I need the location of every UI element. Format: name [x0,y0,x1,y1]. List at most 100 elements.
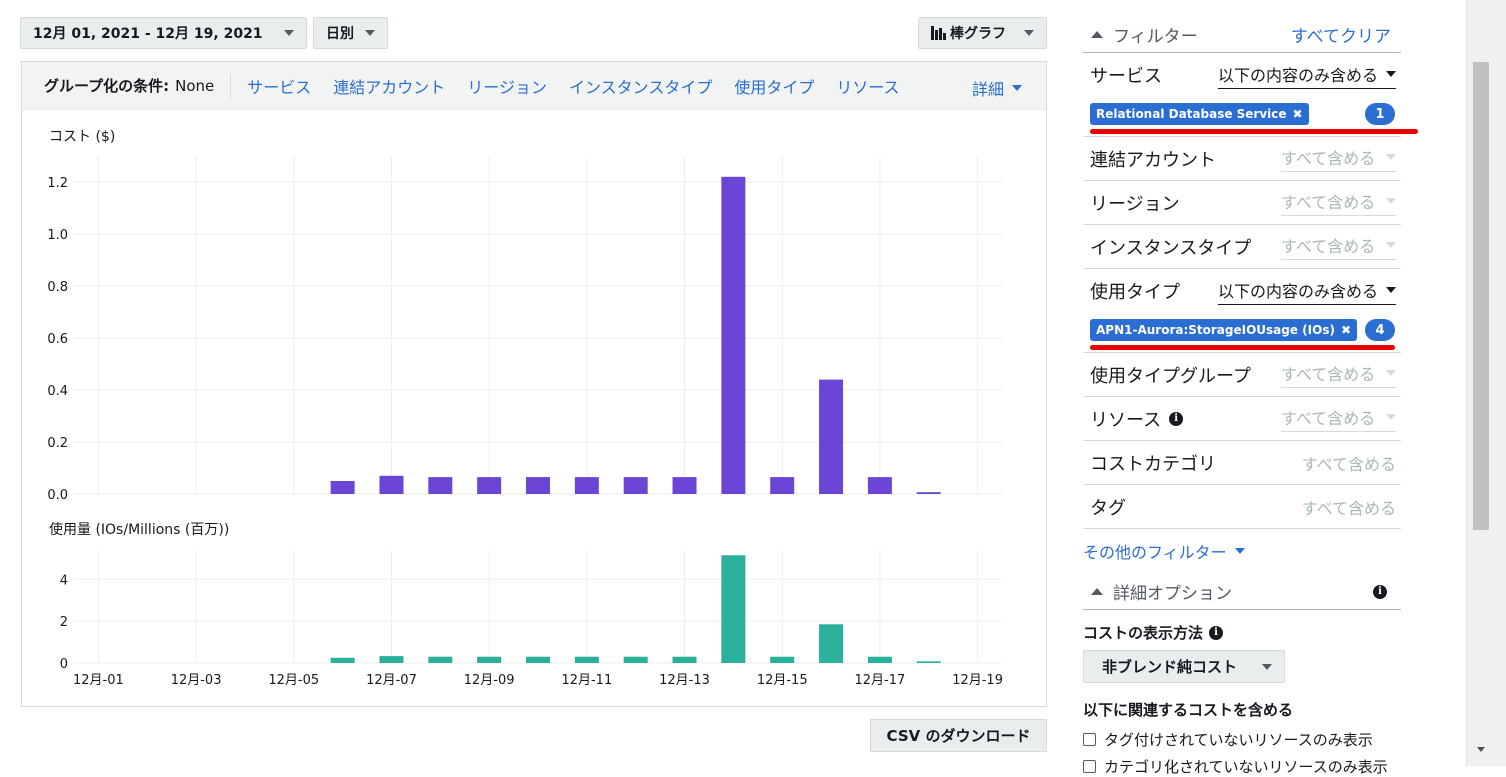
filter-mode-value: 以下の内容のみ含める [1218,65,1379,85]
scrollbar-thumb[interactable] [1473,62,1489,530]
filter-row-region: リージョン すべて含める [1083,181,1401,225]
bar [330,657,355,663]
group-by-usage-type[interactable]: 使用タイプ [734,77,815,97]
y-tick-label: 1.2 [47,176,68,191]
x-tick-label: 12月-03 [171,673,222,688]
filter-mode-value: すべて含める [1281,149,1376,168]
more-filters-button[interactable]: その他のフィルター [1083,539,1401,563]
checkbox[interactable] [1083,733,1096,746]
chevron-down-icon [1386,242,1396,248]
group-by-region[interactable]: リージョン [467,77,547,97]
bar [477,477,502,494]
filter-label: リソース [1090,409,1162,431]
bar [819,379,844,494]
bar [330,481,355,494]
remove-icon[interactable]: ✖ [1340,323,1352,337]
filter-count-badge: 4 [1365,319,1395,341]
info-icon[interactable]: i [1169,411,1184,426]
granularity-button[interactable]: 日別 [313,17,388,49]
chevron-down-icon [1386,198,1396,204]
checkbox-label: タグ付けされていないリソースのみ表示 [1104,731,1373,749]
x-tick-label: 12月-05 [268,673,319,688]
filter-mode-value: すべて含める [1281,409,1376,428]
bar [623,477,648,494]
x-tick-label: 12月-01 [73,673,124,688]
filters-title: フィルター [1113,27,1198,47]
divider [230,73,232,98]
group-by-more-button[interactable]: 詳細 [972,76,1022,100]
filter-row-usage-type: 使用タイプ 以下の内容のみ含める [1083,269,1401,313]
y-tick-label: 0.4 [47,384,68,399]
group-by-service[interactable]: サービス [247,77,312,97]
y-tick-label: 0.0 [47,488,68,503]
axis-title: コスト ($) [49,129,115,145]
csv-download-button[interactable]: CSV のダウンロード [870,719,1047,752]
clear-all-link[interactable]: すべてクリア [1290,27,1391,47]
filter-tokens-service: Relational Database Service ✖ 1 [1083,97,1418,137]
filter-mode-select[interactable]: 以下の内容のみ含める [1218,62,1396,89]
chart-type-button[interactable]: 棒グラフ [918,17,1047,49]
info-icon[interactable]: i [1209,625,1224,640]
group-by-instance-type[interactable]: インスタンスタイプ [568,77,713,97]
x-tick-label: 12月-11 [561,673,612,688]
cost-display-value: 非ブレンド純コスト [1102,658,1238,676]
filter-token[interactable]: Relational Database Service ✖ [1090,103,1309,125]
x-tick-label: 12月-09 [464,673,515,688]
y-tick-label: 1.0 [47,228,68,243]
bar [672,656,697,663]
filter-mode-value[interactable]: すべて含める [1301,498,1396,518]
checkbox[interactable] [1083,760,1096,773]
filter-mode-select[interactable]: すべて含める [1281,405,1396,432]
y-tick-label: 2 [60,615,68,630]
info-icon[interactable]: i [1373,584,1387,599]
filter-row-cost-category: コストカテゴリ すべて含める [1083,441,1401,485]
scroll-down-arrow-icon[interactable] [1477,747,1485,752]
filters-toggle[interactable]: フィルター [1083,22,1198,47]
bar [526,477,550,494]
filter-label-wrap: リソース i [1090,406,1184,432]
bar [916,661,941,663]
bar [672,477,697,494]
advanced-options-header: 詳細オプション i [1083,574,1401,610]
filter-mode-select[interactable]: 以下の内容のみ含める [1218,278,1396,305]
group-by-linked-account[interactable]: 連結アカウント [333,77,446,97]
x-tick-label: 12月-15 [757,673,808,688]
cost-display-label: コストの表示方法 [1083,624,1204,642]
uncategorized-only-option[interactable]: カテゴリ化されていないリソースのみ表示 [1083,756,1388,777]
filter-mode-select[interactable]: すべて含める [1281,233,1396,260]
granularity-label: 日別 [326,26,354,42]
filter-mode-value[interactable]: すべて含める [1301,454,1396,474]
date-range-button[interactable]: 12月 01, 2021 - 12月 19, 2021 [20,17,307,49]
untagged-only-option[interactable]: タグ付けされていないリソースのみ表示 [1083,729,1373,750]
advanced-options-toggle[interactable]: 詳細オプション [1083,579,1232,604]
bar [379,475,404,494]
filter-label: サービス [1090,66,1162,87]
x-tick-label: 12月-19 [952,673,1003,688]
bar [428,477,453,494]
red-underline-annotation [1090,345,1395,350]
chevron-down-icon [1012,85,1022,91]
x-tick-label: 12月-17 [855,673,906,688]
group-by-resource[interactable]: リソース [836,77,900,97]
y-tick-label: 0.8 [47,280,68,295]
chevron-down-icon [1234,548,1245,554]
x-tick-label: 12月-13 [659,673,710,688]
filter-mode-value: すべて含める [1281,193,1376,212]
group-by-value: None [175,76,215,95]
page-scrollbar[interactable] [1466,0,1506,766]
bar [574,656,599,663]
bar [623,656,648,663]
cost-usage-chart: コスト ($) 0.0 0.2 0.4 0.6 0.8 1.0 1.2 使用量 (IOs/Mil… [47,129,1003,688]
filter-token[interactable]: APN1-Aurora:StorageIOUsage (IOs) ✖ [1090,319,1358,341]
remove-icon[interactable]: ✖ [1292,107,1303,121]
collapse-triangle-icon [1091,31,1103,38]
filter-mode-select[interactable]: すべて含める [1281,189,1396,216]
filter-label: タグ [1090,497,1126,519]
filter-label: コストカテゴリ [1090,453,1216,475]
date-range-label: 12月 01, 2021 - 12月 19, 2021 [33,26,263,42]
cost-display-select[interactable]: 非ブレンド純コスト [1083,650,1285,683]
filter-mode-select[interactable]: すべて含める [1281,145,1396,172]
bar [379,656,404,663]
filter-row-service: サービス 以下の内容のみ含める [1083,53,1401,97]
filter-mode-select[interactable]: すべて含める [1281,361,1396,388]
